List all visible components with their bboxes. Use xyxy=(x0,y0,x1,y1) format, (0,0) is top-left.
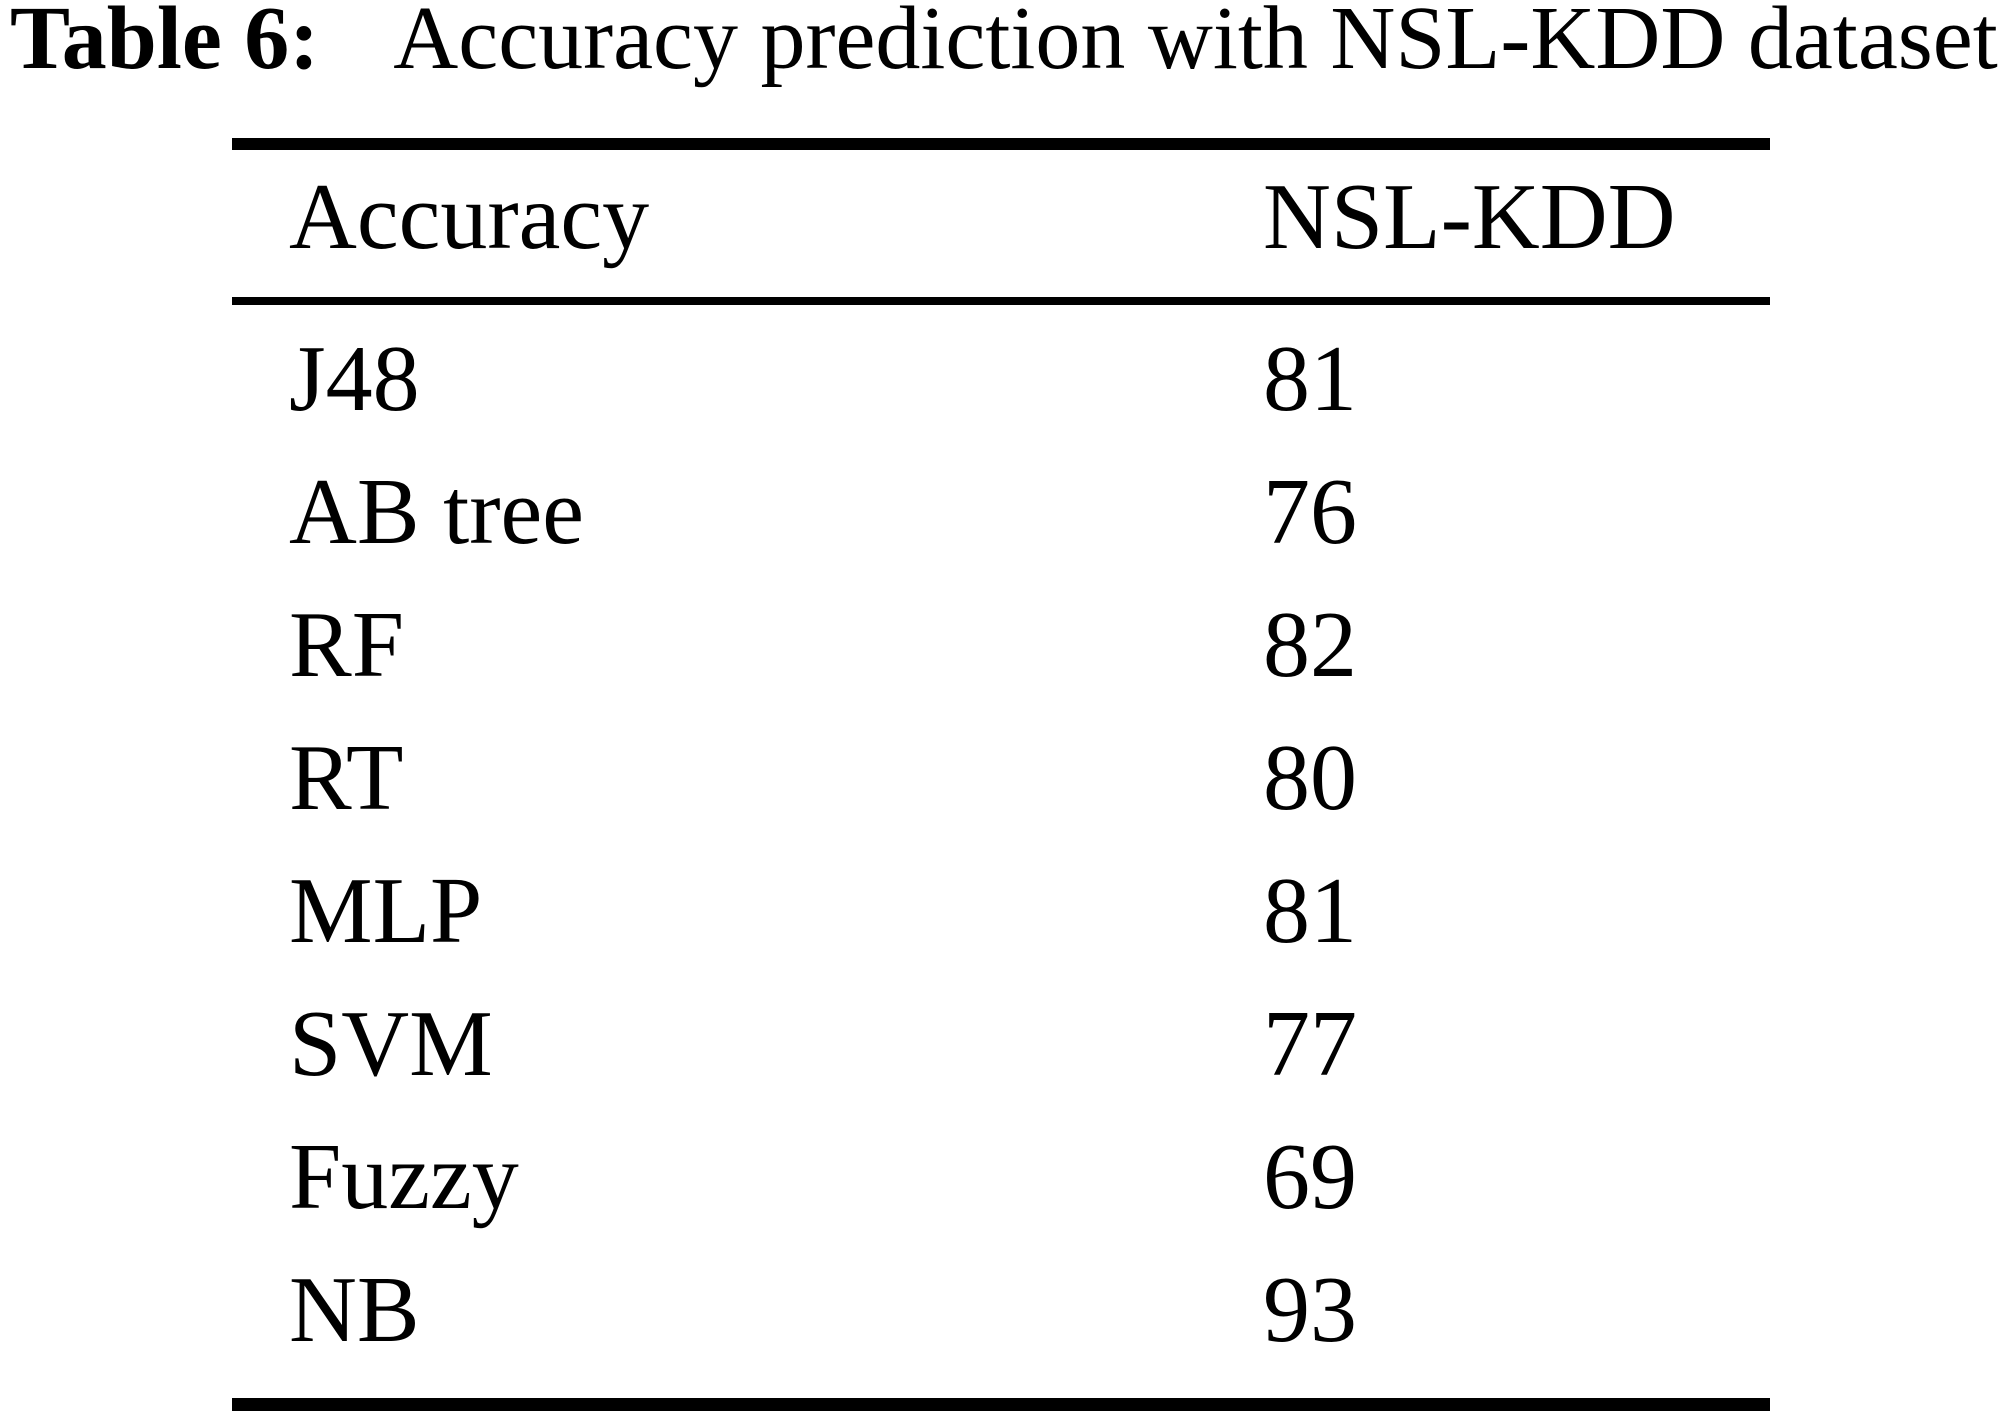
table-row: RF 82 xyxy=(232,579,1770,712)
row-model-label: RF xyxy=(289,593,404,697)
table-header-rule xyxy=(232,297,1770,305)
table-row: NB 93 xyxy=(232,1244,1770,1377)
table-row: RT 80 xyxy=(232,712,1770,845)
table-row: AB tree 76 xyxy=(232,446,1770,579)
row-accuracy-value: 81 xyxy=(1263,327,1357,431)
row-model-label: J48 xyxy=(289,327,420,431)
table-row: MLP 81 xyxy=(232,845,1770,978)
row-accuracy-value: 82 xyxy=(1263,593,1357,697)
table-caption: Table 6: Accuracy prediction with NSL-KDD… xyxy=(10,0,1998,99)
row-accuracy-value: 80 xyxy=(1263,726,1357,830)
table-body: J48 81 AB tree 76 RF 82 RT 80 MLP 81 SVM… xyxy=(232,313,1770,1377)
row-accuracy-value: 81 xyxy=(1263,859,1357,963)
row-accuracy-value: 93 xyxy=(1263,1258,1357,1362)
table-row: SVM 77 xyxy=(232,978,1770,1111)
row-model-label: RT xyxy=(289,726,404,830)
table-row: Fuzzy 69 xyxy=(232,1111,1770,1244)
row-model-label: AB tree xyxy=(289,460,584,564)
column-header-accuracy: Accuracy xyxy=(289,165,650,269)
table-top-rule xyxy=(232,138,1770,150)
table-header-row: Accuracy NSL-KDD xyxy=(232,151,1770,284)
row-model-label: NB xyxy=(289,1258,420,1362)
table-bottom-rule xyxy=(232,1398,1770,1411)
row-accuracy-value: 77 xyxy=(1263,992,1357,1096)
column-header-nsl-kdd: NSL-KDD xyxy=(1263,165,1676,269)
row-accuracy-value: 69 xyxy=(1263,1125,1357,1229)
table-caption-number: Table 6: xyxy=(10,0,320,88)
table-row: J48 81 xyxy=(232,313,1770,446)
row-model-label: Fuzzy xyxy=(289,1125,519,1229)
row-accuracy-value: 76 xyxy=(1263,460,1357,564)
row-model-label: MLP xyxy=(289,859,483,963)
table-caption-text: Accuracy prediction with NSL-KDD dataset xyxy=(393,0,1998,88)
row-model-label: SVM xyxy=(289,992,493,1096)
